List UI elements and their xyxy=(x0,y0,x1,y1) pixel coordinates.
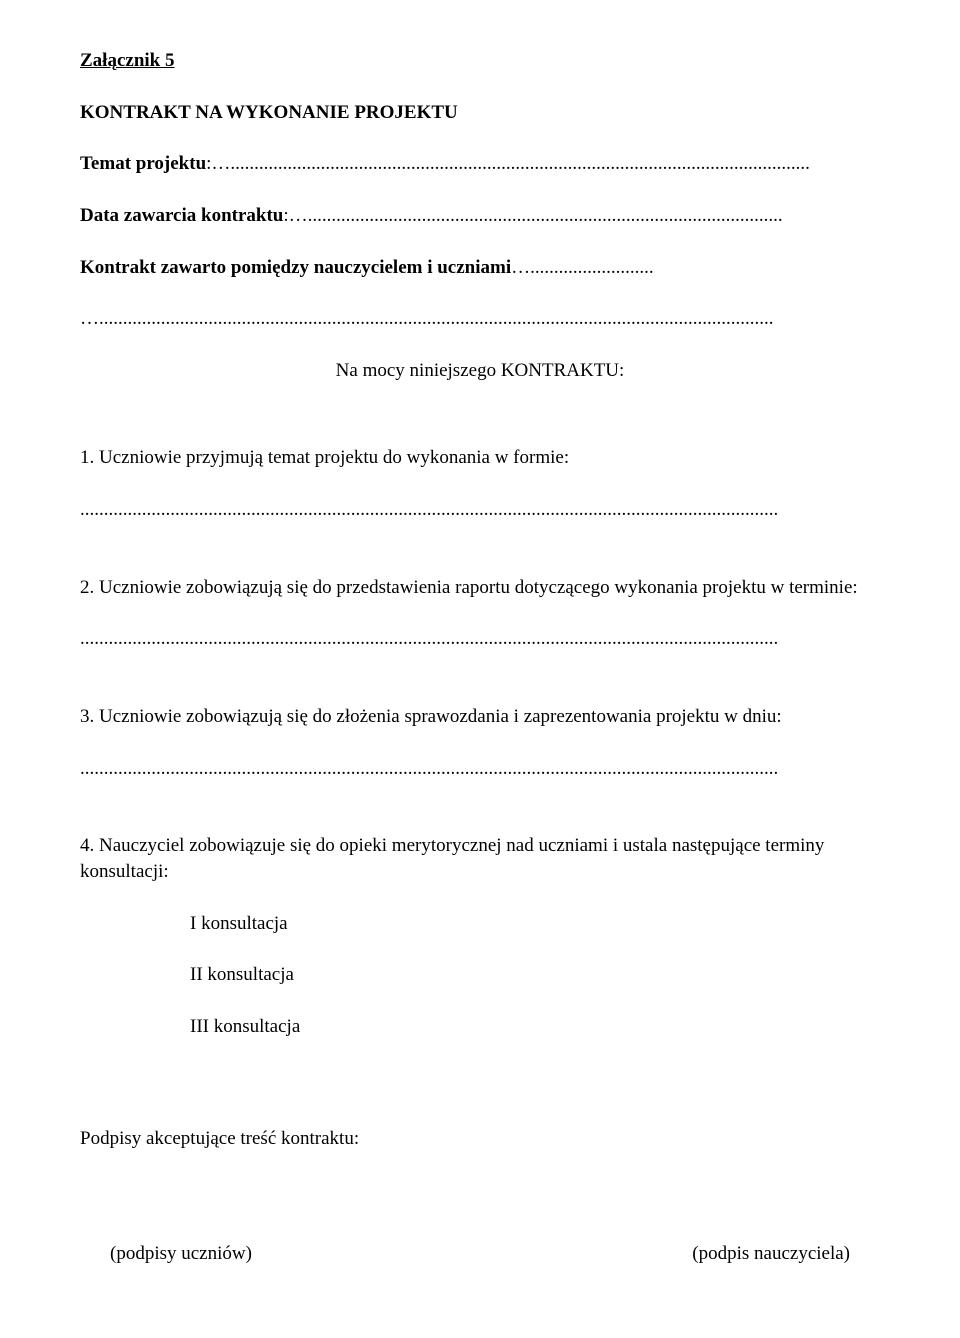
date-dots: :…......................................… xyxy=(283,205,782,226)
consult-2: II konsultacja xyxy=(190,962,880,988)
date-line: Data zawarcia kontraktu:…...............… xyxy=(80,203,880,229)
item-1: 1. Uczniowie przyjmują temat projektu do… xyxy=(80,445,880,471)
item-2: 2. Uczniowie zobowiązują się do przedsta… xyxy=(80,575,880,601)
consultation-list: I konsultacja II konsultacja III konsult… xyxy=(190,911,880,1040)
consult-3: III konsultacja xyxy=(190,1014,880,1040)
subject-label: Temat projektu xyxy=(80,153,206,174)
item-4: 4. Nauczyciel zobowiązuje się do opieki … xyxy=(80,833,880,884)
consult-1: I konsultacja xyxy=(190,911,880,937)
subject-dots: :…......................................… xyxy=(206,153,810,174)
contract-title: KONTRAKT NA WYKONANIE PROJEKTU xyxy=(80,100,880,126)
signatures-heading: Podpisy akceptujące treść kontraktu: xyxy=(80,1126,880,1152)
subject-line: Temat projektu:…........................… xyxy=(80,151,880,177)
item-2-dots: ........................................… xyxy=(80,626,880,652)
date-label: Data zawarcia kontraktu xyxy=(80,205,283,226)
parties-dots: ….......................... xyxy=(511,257,654,278)
item-1-dots: ........................................… xyxy=(80,497,880,523)
signatures-row: (podpisy uczniów) (podpis nauczyciela) xyxy=(80,1241,880,1267)
document-page: Załącznik 5 KONTRAKT NA WYKONANIE PROJEK… xyxy=(0,0,960,1315)
attachment-heading: Załącznik 5 xyxy=(80,48,880,74)
signature-teacher: (podpis nauczyciela) xyxy=(692,1241,850,1267)
parties-continuation-dots: ….......................................… xyxy=(80,306,880,332)
parties-label: Kontrakt zawarto pomiędzy nauczycielem i… xyxy=(80,257,511,278)
by-virtue-line: Na mocy niniejszego KONTRAKTU: xyxy=(80,358,880,384)
parties-line: Kontrakt zawarto pomiędzy nauczycielem i… xyxy=(80,255,880,281)
item-3: 3. Uczniowie zobowiązują się do złożenia… xyxy=(80,704,880,730)
signature-students: (podpisy uczniów) xyxy=(110,1241,252,1267)
item-3-dots: ........................................… xyxy=(80,756,880,782)
